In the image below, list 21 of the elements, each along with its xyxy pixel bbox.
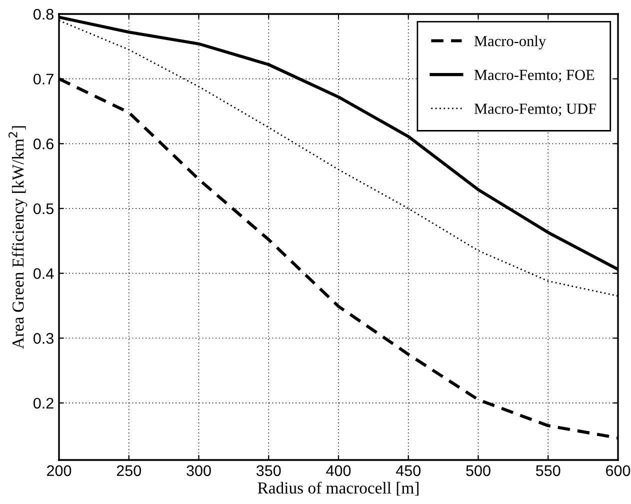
x-tick-label: 550 xyxy=(536,465,560,476)
x-tick-label: 250 xyxy=(116,465,142,476)
x-tick-label: 350 xyxy=(256,465,281,476)
y-tick-label: 0.6 xyxy=(34,138,54,150)
y-tick-label: 0.2 xyxy=(34,398,54,409)
legend-label: Macro-Femto; FOE xyxy=(474,70,594,82)
x-tick-label: 600 xyxy=(606,465,630,476)
y-tick-label: 0.7 xyxy=(34,74,54,85)
x-tick-label: 300 xyxy=(186,465,211,476)
x-tick-label: 200 xyxy=(47,465,72,476)
y-tick-label: 0.4 xyxy=(34,268,54,279)
y-axis-title: Area Green Efficiency [kW/km$^{2}$] xyxy=(8,126,28,349)
y-tick-label: 0.3 xyxy=(34,332,54,344)
x-tick-label: 400 xyxy=(326,465,351,476)
y-tick-label: 0.5 xyxy=(34,203,54,214)
x-tick-label: 450 xyxy=(396,465,421,476)
x-axis-title: Radius of macrocell [m] xyxy=(258,482,418,496)
y-tick-label: 0.8 xyxy=(34,8,54,20)
legend-label: Macro-Femto; UDF xyxy=(474,104,596,116)
legend-label: Macro-only xyxy=(474,35,546,50)
x-tick-label: 500 xyxy=(466,465,490,476)
